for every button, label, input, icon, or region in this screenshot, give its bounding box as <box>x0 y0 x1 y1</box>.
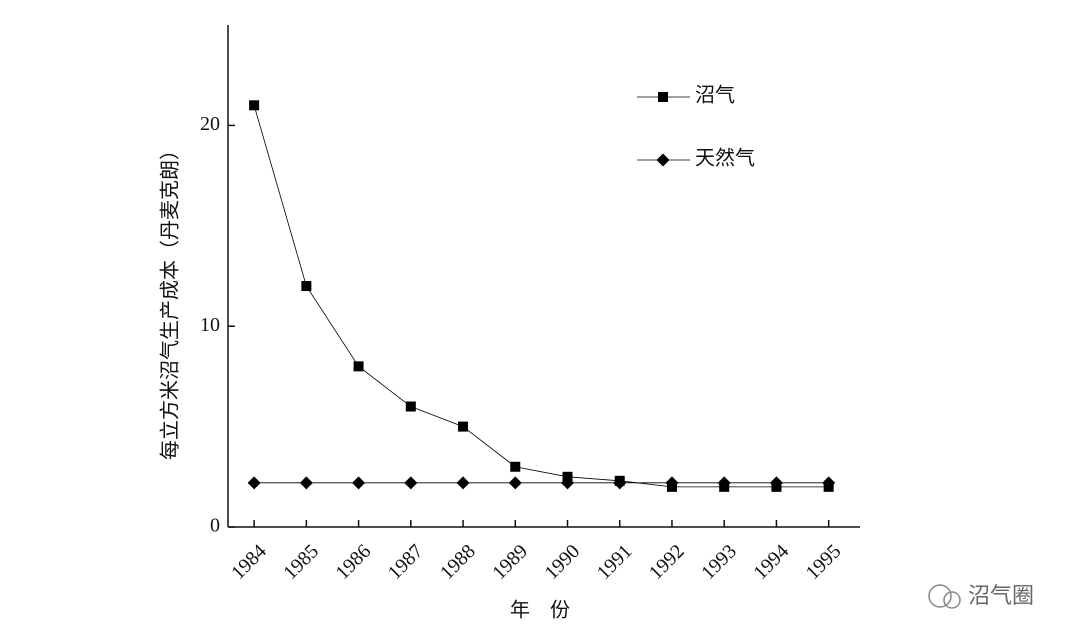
y-tick-label: 0 <box>210 515 220 537</box>
watermark-icon <box>928 584 952 608</box>
x-tick-label: 1984 <box>227 540 271 584</box>
marker <box>510 461 521 472</box>
watermark-icon <box>943 591 961 609</box>
legend-label: 沼气 <box>695 84 735 107</box>
y-axis-label: 每立方米沼气生产成本（丹麦克朗） <box>159 140 182 460</box>
legend-label: 天然气 <box>695 147 755 170</box>
marker <box>301 281 312 292</box>
marker <box>458 421 469 432</box>
x-tick-label: 1986 <box>332 540 376 584</box>
marker <box>822 476 836 490</box>
marker <box>508 476 522 490</box>
marker <box>299 476 313 490</box>
marker <box>656 153 670 167</box>
marker <box>352 476 366 490</box>
x-tick-label: 1995 <box>802 540 846 584</box>
y-tick-label: 10 <box>200 314 220 336</box>
watermark-text: 沼气圈 <box>968 584 1034 609</box>
marker <box>249 100 260 111</box>
marker <box>769 476 783 490</box>
x-tick-label: 1989 <box>488 540 532 584</box>
marker <box>353 361 364 372</box>
marker <box>717 476 731 490</box>
marker <box>405 401 416 412</box>
marker <box>665 476 679 490</box>
watermark: 沼气圈 <box>928 584 1034 609</box>
x-tick-label: 1987 <box>384 540 428 584</box>
marker <box>658 92 668 102</box>
marker <box>613 476 627 490</box>
y-tick-label: 20 <box>200 113 220 135</box>
marker <box>456 476 470 490</box>
x-tick-label: 1992 <box>645 540 689 584</box>
x-tick-label: 1993 <box>697 540 741 584</box>
x-tick-label: 1994 <box>749 540 793 584</box>
marker <box>247 476 261 490</box>
x-tick-label: 1991 <box>593 540 637 584</box>
marker <box>404 476 418 490</box>
series-line <box>253 105 829 488</box>
x-tick-label: 1990 <box>540 540 584 584</box>
marker <box>561 476 575 490</box>
x-tick-label: 1988 <box>436 540 480 584</box>
x-tick-label: 1985 <box>279 540 323 584</box>
x-axis-label: 年 份 <box>510 599 570 622</box>
